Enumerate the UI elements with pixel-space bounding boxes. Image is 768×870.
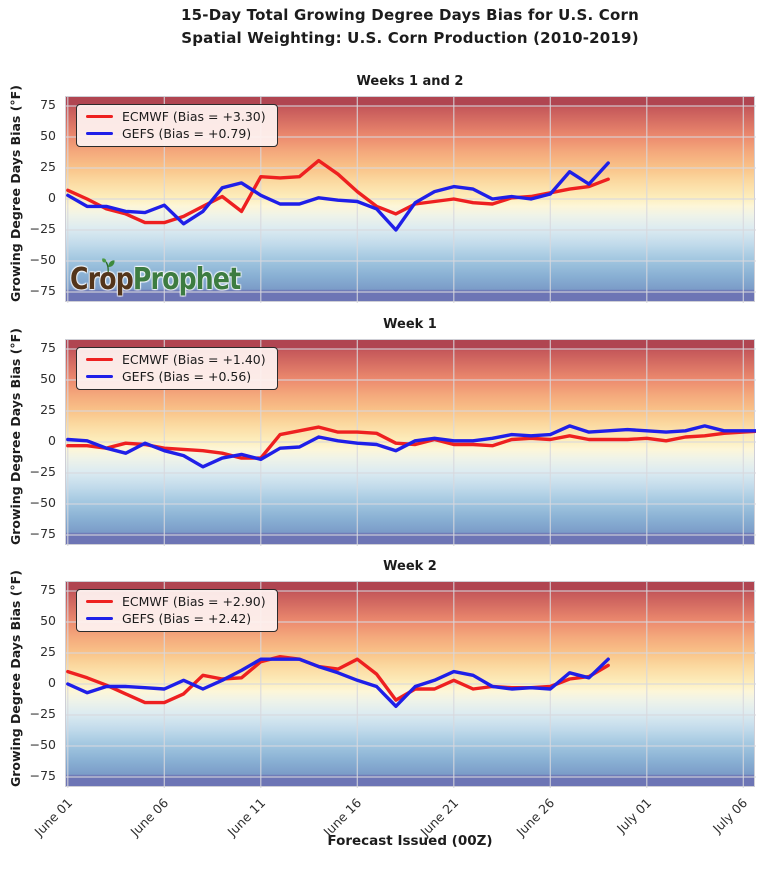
subplot1-chart [66, 97, 756, 303]
subplot1-plot-area: ECMWF (Bias = +3.30) GEFS (Bias = +0.79)… [65, 96, 756, 303]
gefs-line [66, 161, 610, 232]
subplot3-plot-area: ECMWF (Bias = +2.90) GEFS (Bias = +2.42) [65, 581, 756, 788]
ecmwf-line-swatch [86, 358, 113, 361]
y-tick-label: 50 [40, 371, 56, 386]
legend-row-gefs: GEFS (Bias = +0.56) [86, 369, 266, 384]
y-tick-label: 25 [40, 159, 56, 174]
x-tick-label: June 01 [31, 795, 76, 840]
y-tick-label: 25 [40, 402, 56, 417]
watermark-prophet-text: Prophet [132, 262, 241, 297]
y-tick-label: 75 [40, 340, 56, 355]
y-tick-label: −50 [29, 737, 56, 752]
y-tick-label: 50 [40, 128, 56, 143]
subplot3-legend: ECMWF (Bias = +2.90) GEFS (Bias = +2.42) [76, 589, 278, 632]
ecmwf-line [66, 425, 756, 460]
y-tick-label: −75 [29, 768, 56, 783]
y-tick-label: −50 [29, 252, 56, 267]
legend-label-ecmwf: ECMWF (Bias = +3.30) [122, 109, 266, 124]
legend-row-ecmwf: ECMWF (Bias = +2.90) [86, 594, 266, 609]
legend-label-ecmwf: ECMWF (Bias = +1.40) [122, 352, 266, 367]
y-tick-label: 0 [48, 433, 56, 448]
y-tick-label: 0 [48, 190, 56, 205]
ecmwf-line [66, 654, 610, 705]
legend-label-ecmwf: ECMWF (Bias = +2.90) [122, 594, 266, 609]
sprout-icon [102, 258, 115, 273]
watermark-crop-text: Crop [70, 262, 134, 297]
y-tick-label: −25 [29, 706, 56, 721]
y-tick-label: 75 [40, 97, 56, 112]
gefs-line-swatch [86, 132, 113, 135]
figure-title-line1: 15-Day Total Growing Degree Days Bias fo… [181, 6, 639, 24]
subplot3-chart [66, 582, 756, 788]
y-tick-label: −25 [29, 221, 56, 236]
y-tick-label: −75 [29, 283, 56, 298]
figure-title-line2: Spatial Weighting: U.S. Corn Production … [181, 29, 639, 47]
legend-row-gefs: GEFS (Bias = +2.42) [86, 611, 266, 626]
subplot2-title: Week 1 [383, 317, 437, 332]
subplot2-plot-area: ECMWF (Bias = +1.40) GEFS (Bias = +0.56) [65, 339, 756, 546]
x-axis-label: Forecast Issued (00Z) [327, 833, 493, 849]
subplot1-legend: ECMWF (Bias = +3.30) GEFS (Bias = +0.79) [76, 104, 278, 147]
legend-label-gefs: GEFS (Bias = +0.79) [122, 126, 252, 141]
subplot2-legend: ECMWF (Bias = +1.40) GEFS (Bias = +0.56) [76, 347, 278, 390]
cropprophet-watermark: CropProphet [70, 258, 241, 297]
ecmwf-line [66, 158, 610, 225]
legend-row-ecmwf: ECMWF (Bias = +3.30) [86, 109, 266, 124]
y-tick-label: 75 [40, 582, 56, 597]
gefs-line [66, 657, 610, 709]
legend-row-ecmwf: ECMWF (Bias = +1.40) [86, 352, 266, 367]
gefs-line [66, 424, 756, 469]
legend-label-gefs: GEFS (Bias = +0.56) [122, 369, 252, 384]
subplot3-title: Week 2 [383, 559, 437, 574]
y-tick-label: 50 [40, 613, 56, 628]
gefs-line-swatch [86, 375, 113, 378]
y-tick-label: 25 [40, 644, 56, 659]
y-tick-label: −75 [29, 526, 56, 541]
y-tick-label: −50 [29, 495, 56, 510]
gefs-line-swatch [86, 617, 113, 620]
ecmwf-line-swatch [86, 115, 113, 118]
legend-label-gefs: GEFS (Bias = +2.42) [122, 611, 252, 626]
ecmwf-line-swatch [86, 600, 113, 603]
y-tick-label: 0 [48, 675, 56, 690]
legend-row-gefs: GEFS (Bias = +0.79) [86, 126, 266, 141]
y-tick-label: −25 [29, 464, 56, 479]
subplot1-title: Weeks 1 and 2 [356, 74, 464, 89]
